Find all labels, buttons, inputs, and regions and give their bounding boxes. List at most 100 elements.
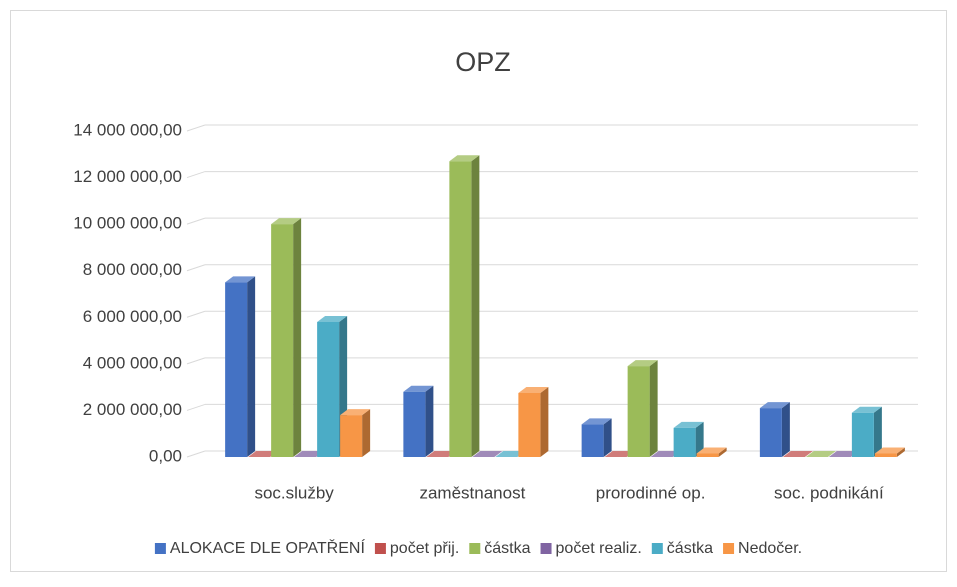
bar-side: [540, 386, 549, 457]
bar-front: [449, 161, 472, 457]
bar-top: [472, 451, 503, 457]
bar: [627, 360, 658, 457]
bar: [851, 406, 882, 457]
bar-top: [495, 451, 526, 457]
grid-line-side: [186, 217, 206, 225]
grid-line-side: [186, 171, 206, 179]
bar: [759, 402, 790, 457]
bar-top: [294, 451, 325, 457]
bar-side: [425, 385, 434, 457]
bar: [294, 451, 325, 457]
bar-top: [426, 451, 457, 457]
bar: [472, 451, 503, 457]
grid-line-side: [186, 264, 206, 272]
legend-label: částka: [484, 540, 530, 557]
bar-front: [340, 415, 363, 457]
bar-side: [695, 421, 704, 457]
bar-front: [696, 453, 719, 457]
bar-top: [317, 315, 348, 322]
bar-top: [403, 385, 434, 392]
bar-top: [828, 451, 859, 457]
bar-top: [271, 218, 302, 225]
bar: [696, 447, 727, 457]
legend-swatch: [723, 543, 735, 554]
bar: [225, 276, 256, 457]
bar-top: [673, 421, 704, 428]
bar-top: [627, 360, 658, 367]
bar-side: [603, 418, 612, 457]
legend-label: částka: [667, 540, 713, 557]
bar-side: [718, 447, 727, 457]
bar: [271, 218, 302, 457]
legend-label: počet realiz.: [556, 540, 642, 557]
y-tick-label: 14 000 000,00: [73, 120, 182, 139]
bar: [828, 451, 859, 457]
bar: [650, 451, 681, 457]
bar: [805, 451, 836, 457]
bar-front: [759, 408, 782, 457]
bar-top: [604, 451, 635, 457]
bar-top: [805, 451, 836, 457]
y-tick-label: 2 000 000,00: [83, 400, 182, 419]
bar-top: [874, 447, 905, 454]
bar-top: [782, 451, 813, 457]
grid-line-side: [186, 450, 206, 458]
bar-top: [581, 418, 612, 425]
bar-side: [781, 402, 790, 457]
bar-front: [581, 424, 604, 457]
grid-line-side: [186, 310, 206, 318]
y-tick-label: 8 000 000,00: [83, 260, 182, 279]
bar-side: [471, 155, 480, 457]
bar: [340, 409, 371, 457]
y-tick-label: 4 000 000,00: [83, 353, 182, 372]
bar-front: [627, 366, 650, 457]
legend-swatch: [540, 543, 552, 554]
bar: [874, 447, 905, 457]
bar: [449, 155, 480, 457]
bar-side: [649, 360, 658, 457]
bar-top: [696, 447, 727, 454]
bar-side: [293, 218, 302, 457]
x-tick-label: prorodinné op.: [596, 483, 706, 502]
bar: [495, 451, 526, 457]
legend-swatch: [651, 543, 663, 554]
bar-top: [650, 451, 681, 457]
bar-top: [340, 409, 371, 416]
bar-front: [851, 412, 874, 457]
bar-top: [248, 451, 279, 457]
y-tick-label: 0,00: [149, 446, 182, 465]
bar-top: [225, 276, 256, 283]
bar-side: [896, 447, 905, 457]
x-tick-label: zaměstnanost: [419, 483, 525, 502]
legend-swatch: [374, 543, 386, 554]
bar-front: [518, 392, 541, 457]
bar-front: [317, 321, 340, 457]
bar-front: [403, 391, 426, 457]
legend-label: počet přij.: [390, 540, 459, 557]
legend-swatch: [469, 543, 481, 554]
legend-label: Nedočer.: [738, 540, 802, 557]
bar-side: [362, 409, 371, 457]
bar: [518, 386, 549, 457]
bar-side: [247, 276, 256, 457]
y-tick-label: 12 000 000,00: [73, 167, 182, 186]
bar-front: [225, 282, 248, 457]
bar-front: [874, 453, 897, 457]
grid-line-side: [186, 357, 206, 365]
x-tick-label: soc.služby: [254, 483, 334, 502]
grid-line-side: [186, 124, 206, 132]
bar-side: [873, 406, 882, 457]
legend-swatch: [154, 543, 166, 554]
bar-top: [518, 386, 549, 393]
bar-top: [759, 402, 790, 409]
bar: [248, 451, 279, 457]
bar-top: [449, 155, 480, 162]
legend-label: ALOKACE DLE OPATŘENÍ: [170, 538, 366, 557]
chart-title: OPZ: [455, 47, 511, 77]
bar: [581, 418, 612, 457]
bar-top: [851, 406, 882, 413]
bar: [403, 385, 434, 457]
bar: [426, 451, 457, 457]
x-tick-label: soc. podnikání: [774, 483, 884, 502]
